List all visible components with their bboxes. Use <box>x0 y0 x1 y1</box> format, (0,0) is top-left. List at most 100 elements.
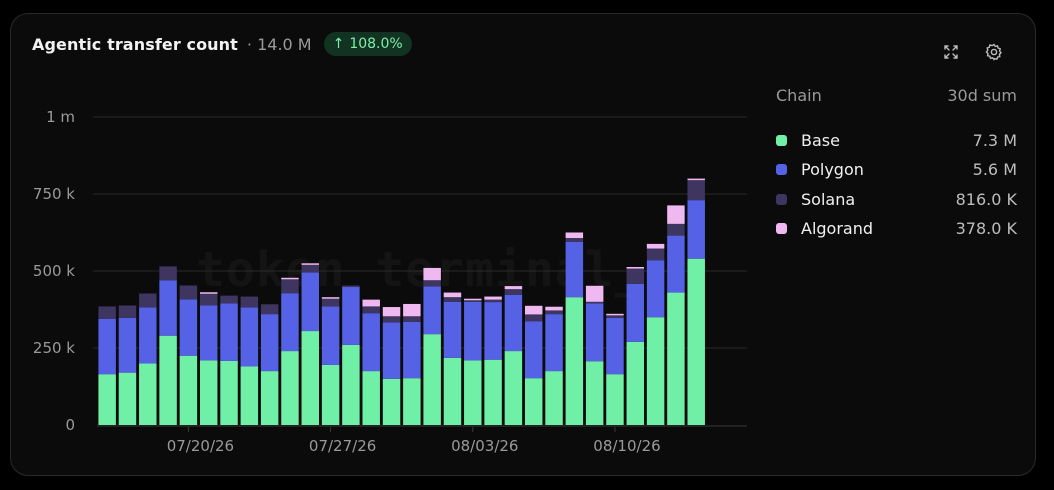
bar-segment-base <box>159 335 177 425</box>
x-tick-label: 07/20/26 <box>167 437 234 455</box>
bar-segment-solana <box>423 280 441 287</box>
legend-item-name: Polygon <box>801 160 864 180</box>
bar-segment-base <box>342 344 360 425</box>
bar-segment-solana <box>646 248 665 261</box>
legend-item-name: Algorand <box>801 219 874 239</box>
bar-segment-base <box>382 378 401 425</box>
legend-item-base[interactable]: Base 7.3 M <box>776 126 1017 155</box>
bar-segment-polygon <box>524 321 543 379</box>
bar-segment-polygon <box>382 322 401 379</box>
change-badge: ↑ 108.0% <box>323 32 412 56</box>
bar-segment-polygon <box>626 283 645 342</box>
y-tick-label: 500 k <box>33 262 75 280</box>
gear-icon <box>985 43 1002 61</box>
bar-segment-polygon <box>646 260 665 318</box>
bar-segment-solana <box>321 298 340 307</box>
legend-item-value: 378.0 K <box>955 219 1017 239</box>
bar-segment-algorand <box>606 313 624 316</box>
bar-segment-algorand <box>565 232 584 239</box>
chart-card: Agentic transfer count · 14.0 M ↑ 108.0%… <box>10 13 1036 476</box>
bar-segment-polygon <box>118 317 137 373</box>
bar-segment-solana <box>281 279 299 294</box>
legend-item-solana[interactable]: Solana 816.0 K <box>776 185 1017 214</box>
legend-item-algorand[interactable]: Algorand 378.0 K <box>776 214 1017 243</box>
bar-segment-base <box>443 357 462 425</box>
bar-segment-base <box>545 371 563 425</box>
bar-segment-polygon <box>321 306 340 365</box>
x-tick-label: 08/10/26 <box>593 437 660 455</box>
bar-segment-algorand <box>321 297 340 299</box>
bar-segment-algorand <box>687 178 705 181</box>
legend-swatch <box>776 135 787 147</box>
bar-segment-base <box>606 374 624 425</box>
y-tick-label: 1 m <box>46 108 75 126</box>
bar-segment-polygon <box>464 301 482 361</box>
bar-segment-polygon <box>139 307 157 364</box>
bar-segment-polygon <box>362 313 380 372</box>
bar-segment-solana <box>484 299 502 303</box>
bar-segment-base <box>423 334 441 425</box>
settings-button[interactable] <box>984 42 1004 62</box>
bar-segment-solana <box>220 295 238 304</box>
bar-segment-algorand <box>585 285 604 302</box>
arrow-up-icon: ↑ <box>332 36 345 52</box>
bar-segment-solana <box>585 301 604 304</box>
expand-button[interactable] <box>941 42 961 62</box>
bar-segment-base <box>260 371 279 425</box>
bar-segment-solana <box>179 285 198 300</box>
bar-segment-polygon <box>545 314 563 372</box>
bar-segment-polygon <box>403 321 421 379</box>
bar-segment-solana <box>199 293 218 306</box>
bar-segment-algorand <box>362 299 380 307</box>
bar-segment-solana <box>301 264 320 273</box>
bar-segment-base <box>504 351 523 425</box>
bar-segment-polygon <box>98 318 116 375</box>
bar-segment-base <box>667 292 685 425</box>
expand-icon <box>944 45 958 59</box>
bar-segment-base <box>179 355 198 425</box>
bar-segment-solana <box>382 316 401 323</box>
bar-segment-polygon <box>281 293 299 352</box>
bar-segment-base <box>240 366 259 425</box>
bar-segment-solana <box>545 310 563 315</box>
bar-segment-base <box>646 317 665 425</box>
bar-segment-base <box>687 258 705 425</box>
bar-segment-polygon <box>443 301 462 358</box>
bar-segment-polygon <box>423 286 441 335</box>
legend: Chain 30d sum Base 7.3 M Polygon 5.6 M S… <box>776 86 1017 243</box>
y-tick-label: 750 k <box>33 185 75 203</box>
bar-segment-polygon <box>687 200 705 259</box>
bar-segment-base <box>220 360 238 425</box>
bar-segment-solana <box>260 304 279 315</box>
legend-item-value: 5.6 M <box>972 160 1017 180</box>
bar-segment-polygon <box>565 241 584 298</box>
bar-segment-base <box>585 361 604 425</box>
bar-segment-base <box>362 371 380 425</box>
bar-segment-base <box>281 351 299 425</box>
legend-item-name: Solana <box>801 189 856 209</box>
bar-segment-solana <box>464 300 482 302</box>
bar-segment-polygon <box>484 302 502 360</box>
legend-swatch <box>776 164 787 176</box>
legend-item-polygon[interactable]: Polygon 5.6 M <box>776 155 1017 184</box>
bar-segment-solana <box>524 314 543 322</box>
bar-segment-base <box>139 363 157 425</box>
bar-segment-polygon <box>220 303 238 361</box>
stacked-bar-chart: 0 250 k 500 k 750 k 1 m 07/20/26 07/27/26 08/03… <box>33 108 747 455</box>
x-tick-label: 08/03/26 <box>451 437 518 455</box>
bar-segment-solana <box>159 266 177 281</box>
bar-segment-algorand <box>382 307 401 317</box>
bar-segment-solana <box>565 238 584 242</box>
bar-segment-solana <box>667 223 685 236</box>
legend-swatch <box>776 193 787 205</box>
x-tick-label: 07/27/26 <box>309 437 376 455</box>
bar-segment-algorand <box>626 267 645 269</box>
bar-segment-algorand <box>423 267 441 281</box>
chart-title: Agentic transfer count <box>32 34 238 54</box>
bar-segment-algorand <box>301 263 320 265</box>
bar-segment-solana <box>139 293 157 308</box>
legend-item-value: 816.0 K <box>955 189 1017 209</box>
bar-segment-polygon <box>585 303 604 362</box>
legend-heading-value: 30d sum <box>947 86 1017 105</box>
bar-segment-polygon <box>667 235 685 293</box>
